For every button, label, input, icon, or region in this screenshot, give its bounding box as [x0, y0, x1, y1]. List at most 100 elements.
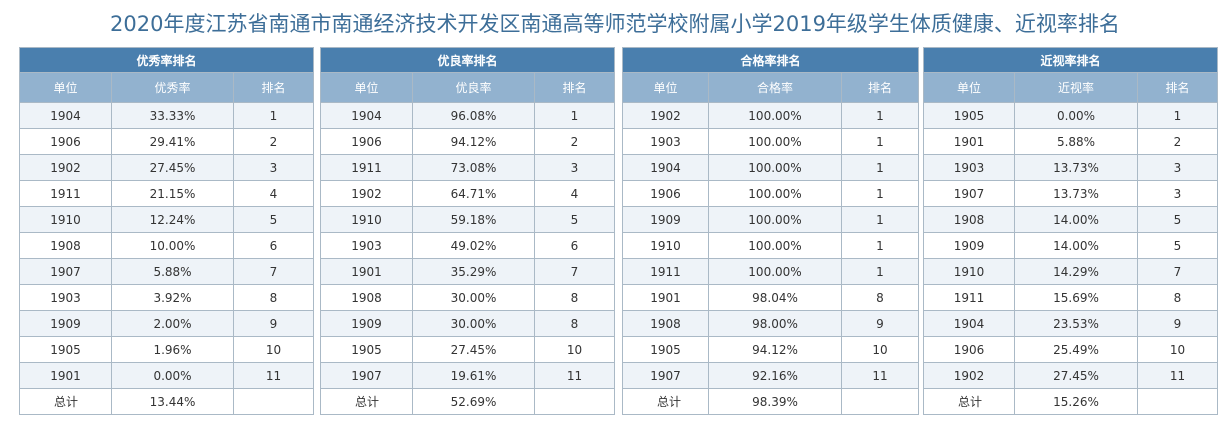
- rank-cell: 8: [534, 310, 615, 337]
- table-row: 1907 92.16% 11: [622, 362, 919, 389]
- unit-cell: 1909: [622, 206, 709, 233]
- total-rank: [534, 388, 615, 415]
- total-label: 总计: [622, 388, 709, 415]
- rank-cell: 1: [841, 258, 919, 285]
- rate-cell: 21.15%: [111, 180, 234, 207]
- table-row: 1901 35.29% 7: [320, 258, 615, 285]
- rate-cell: 15.69%: [1014, 284, 1138, 311]
- unit-cell: 1901: [19, 362, 112, 389]
- table-row: 1906 29.41% 2: [19, 128, 314, 155]
- table-row: 1908 98.00% 9: [622, 310, 919, 337]
- table-row: 1902 27.45% 3: [19, 154, 314, 181]
- rank-cell: 11: [841, 362, 919, 389]
- table-row: 1902 100.00% 1: [622, 102, 919, 129]
- rate-cell: 92.16%: [708, 362, 842, 389]
- table-row: 1904 33.33% 1: [19, 102, 314, 129]
- column-header-rate: 优秀率: [111, 72, 234, 103]
- rank-cell: 9: [1137, 310, 1218, 337]
- rank-cell: 1: [841, 180, 919, 207]
- total-row: 总计 98.39%: [622, 388, 919, 415]
- rate-cell: 100.00%: [708, 206, 842, 233]
- unit-cell: 1911: [320, 154, 413, 181]
- rank-cell: 10: [1137, 336, 1218, 363]
- column-header-unit: 单位: [622, 72, 709, 103]
- rank-cell: 1: [233, 102, 314, 129]
- rate-cell: 14.29%: [1014, 258, 1138, 285]
- column-header-rate: 近视率: [1014, 72, 1138, 103]
- table-row: 1903 49.02% 6: [320, 232, 615, 259]
- rank-cell: 6: [534, 232, 615, 259]
- table-row: 1909 14.00% 5: [923, 232, 1218, 259]
- unit-cell: 1909: [19, 310, 112, 337]
- unit-cell: 1902: [923, 362, 1015, 389]
- rank-cell: 7: [1137, 258, 1218, 285]
- table-row: 1907 5.88% 7: [19, 258, 314, 285]
- rank-cell: 11: [1137, 362, 1218, 389]
- rate-cell: 49.02%: [412, 232, 535, 259]
- unit-cell: 1906: [320, 128, 413, 155]
- total-row: 总计 13.44%: [19, 388, 314, 415]
- rank-cell: 5: [233, 206, 314, 233]
- unit-cell: 1910: [320, 206, 413, 233]
- unit-cell: 1901: [622, 284, 709, 311]
- unit-cell: 1908: [622, 310, 709, 337]
- rank-cell: 1: [841, 102, 919, 129]
- unit-cell: 1901: [320, 258, 413, 285]
- table-row: 1909 100.00% 1: [622, 206, 919, 233]
- total-rate: 13.44%: [111, 388, 234, 415]
- table-row: 1907 19.61% 11: [320, 362, 615, 389]
- table-row: 1909 30.00% 8: [320, 310, 615, 337]
- rank-cell: 2: [1137, 128, 1218, 155]
- rate-cell: 33.33%: [111, 102, 234, 129]
- unit-cell: 1902: [622, 102, 709, 129]
- rate-cell: 0.00%: [1014, 102, 1138, 129]
- unit-cell: 1903: [923, 154, 1015, 181]
- table-row: 1902 27.45% 11: [923, 362, 1218, 389]
- unit-cell: 1904: [320, 102, 413, 129]
- rate-cell: 14.00%: [1014, 206, 1138, 233]
- unit-cell: 1908: [923, 206, 1015, 233]
- rate-cell: 2.00%: [111, 310, 234, 337]
- rank-cell: 8: [233, 284, 314, 311]
- table-row: 1906 100.00% 1: [622, 180, 919, 207]
- rate-cell: 98.00%: [708, 310, 842, 337]
- total-rank: [233, 388, 314, 415]
- table-row: 1911 15.69% 8: [923, 284, 1218, 311]
- total-row: 总计 52.69%: [320, 388, 615, 415]
- table-row: 1907 13.73% 3: [923, 180, 1218, 207]
- total-label: 总计: [923, 388, 1015, 415]
- rate-cell: 25.49%: [1014, 336, 1138, 363]
- rate-cell: 100.00%: [708, 232, 842, 259]
- rate-cell: 100.00%: [708, 258, 842, 285]
- rank-cell: 3: [1137, 154, 1218, 181]
- rank-cell: 11: [534, 362, 615, 389]
- table-title: 优良率排名: [320, 47, 615, 73]
- table-row: 1909 2.00% 9: [19, 310, 314, 337]
- total-row: 总计 15.26%: [923, 388, 1218, 415]
- table-row: 1901 5.88% 2: [923, 128, 1218, 155]
- unit-cell: 1911: [923, 284, 1015, 311]
- rate-cell: 98.04%: [708, 284, 842, 311]
- rank-cell: 1: [1137, 102, 1218, 129]
- rank-cell: 2: [534, 128, 615, 155]
- rank-cell: 1: [841, 232, 919, 259]
- table-row: 1911 100.00% 1: [622, 258, 919, 285]
- table-row: 1904 23.53% 9: [923, 310, 1218, 337]
- unit-cell: 1901: [923, 128, 1015, 155]
- column-header-rank: 排名: [1137, 72, 1218, 103]
- rank-cell: 7: [534, 258, 615, 285]
- rank-cell: 8: [841, 284, 919, 311]
- column-header-rank: 排名: [534, 72, 615, 103]
- unit-cell: 1906: [923, 336, 1015, 363]
- rate-cell: 30.00%: [412, 284, 535, 311]
- rank-cell: 1: [534, 102, 615, 129]
- table-row: 1901 98.04% 8: [622, 284, 919, 311]
- table-row: 1908 30.00% 8: [320, 284, 615, 311]
- unit-cell: 1902: [19, 154, 112, 181]
- table-title: 近视率排名: [923, 47, 1218, 73]
- unit-cell: 1909: [923, 232, 1015, 259]
- myopia-rate-ranking-table: 近视率排名 单位 近视率 排名 1905 0.00% 1 1901 5.88% 2 1903…: [923, 47, 1218, 415]
- unit-cell: 1906: [19, 128, 112, 155]
- rate-cell: 64.71%: [412, 180, 535, 207]
- rate-cell: 5.88%: [111, 258, 234, 285]
